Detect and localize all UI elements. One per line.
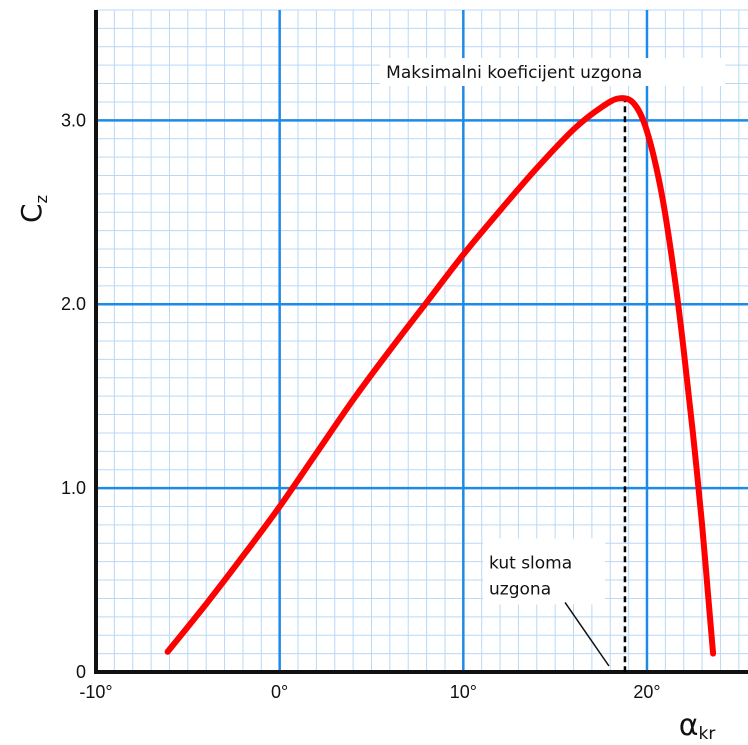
- x-tick-label: 10°: [450, 682, 477, 702]
- stall-annotation-leader: [564, 602, 610, 667]
- axes: [94, 10, 748, 674]
- y-tick-label: 1.0: [61, 478, 86, 498]
- x-tick-label: 0°: [271, 682, 288, 702]
- x-axis-title: αkr: [679, 708, 716, 744]
- max-annotation-background: [380, 58, 726, 87]
- y-axis-title: Cz: [15, 195, 51, 223]
- series-layer: [164, 95, 717, 657]
- minor-grid: [95, 9, 748, 673]
- y-tick-label: 0: [76, 662, 86, 682]
- y-tick-label: 3.0: [61, 110, 86, 130]
- y-tick-label: 2.0: [61, 294, 86, 314]
- major-grid: [96, 10, 748, 672]
- max-annotation-label: Maksimalni koeficijent uzgona: [386, 63, 642, 83]
- stall-annotation-line: uzgona: [489, 579, 551, 599]
- x-tick-label: -10°: [79, 682, 112, 702]
- stall-annotation-line: kut sloma: [489, 553, 572, 573]
- y-axis-title-sub: z: [32, 195, 51, 203]
- x-axis-title-sub: kr: [698, 724, 715, 744]
- y-axis-title-main: C: [15, 203, 48, 223]
- stall-annotation-background: [483, 538, 606, 605]
- x-axis-title-main: α: [679, 708, 699, 743]
- lift-curve-line: [164, 95, 717, 657]
- tick-labels: -10° 0° 10° 20° 0 1.0 2.0 3.0: [61, 110, 661, 702]
- x-tick-label: 20°: [633, 682, 660, 702]
- annotations: Maksimalni koeficijent uzgona kut sloma uz…: [380, 58, 726, 667]
